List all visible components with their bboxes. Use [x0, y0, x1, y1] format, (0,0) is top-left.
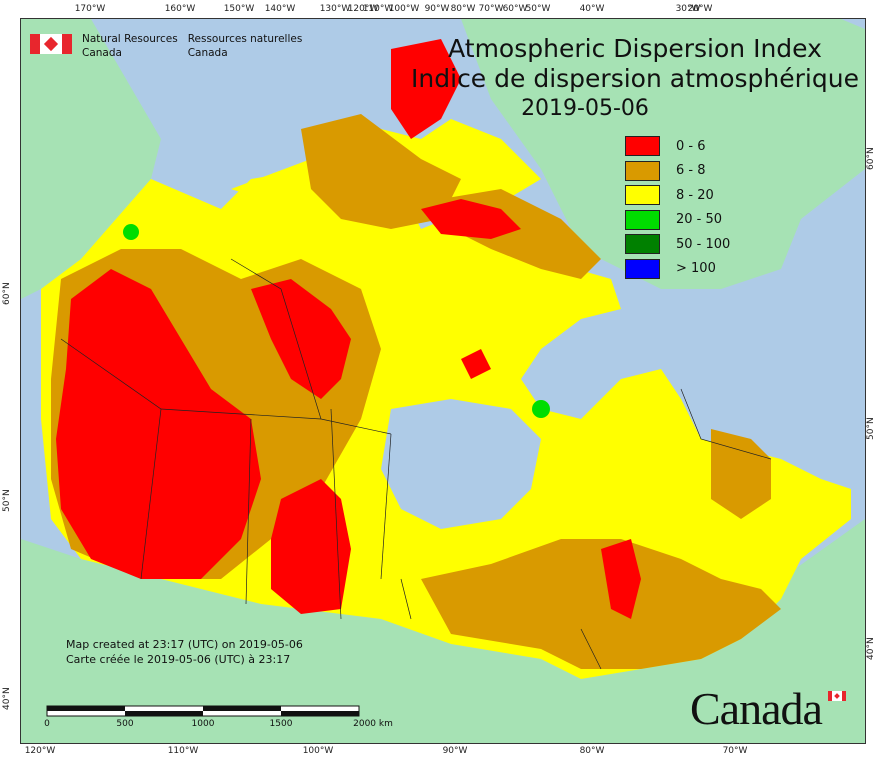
title-french: Indice de dispersion atmosphérique [411, 64, 859, 93]
longitude-label-top: 70°W [478, 4, 504, 14]
longitude-label-top: 110°W [362, 4, 394, 14]
longitude-label-top: 30°W [675, 4, 701, 14]
red-zone-quebec [601, 539, 641, 619]
orange-zone-labrador [711, 429, 771, 519]
legend-swatch [625, 136, 660, 157]
green-spot-ungava [532, 400, 550, 418]
longitude-label-bottom: 80°W [579, 746, 605, 756]
agency-name-en: Natural Resources Canada [82, 32, 178, 60]
scale-label: 500 [116, 719, 134, 729]
legend-row: 0 - 6 [625, 134, 730, 159]
hudson-bay [381, 399, 541, 529]
legend-row: 50 - 100 [625, 232, 730, 257]
red-zone-bc-ab [56, 269, 261, 579]
agency-fr-line2: Canada [187, 47, 228, 59]
longitude-label-top: 40°W [579, 4, 605, 14]
legend-label: 0 - 6 [676, 138, 706, 154]
scale-label: 1000 [191, 719, 215, 729]
alaska-landmass [21, 19, 161, 299]
agency-fr-line1: Ressources naturelles [187, 33, 303, 45]
longitude-label-top: 120°W [347, 4, 379, 14]
longitude-label-bottom: 100°W [302, 746, 334, 756]
canada-flag-icon [30, 34, 72, 54]
agency-en-line2: Canada [82, 47, 122, 59]
red-zone-manitoba [271, 479, 351, 614]
scale-bar-graphic [46, 705, 360, 717]
canada-wordmark: Canada [690, 683, 823, 734]
longitude-label-top: 130°W [319, 4, 351, 14]
red-zone-nwt [251, 279, 351, 399]
latitude-label-left: 50°N [2, 489, 12, 512]
scale-label: 2000 km [353, 719, 393, 729]
orange-zone-east [421, 539, 781, 669]
longitude-label-bottom: 110°W [167, 746, 199, 756]
red-zone-southampton [461, 349, 491, 379]
legend-label: > 100 [676, 261, 716, 277]
latitude-label-right: 40°N [866, 637, 876, 660]
scale-label: 1500 [269, 719, 293, 729]
legend-row: 20 - 50 [625, 208, 730, 233]
scale-bar: 0 500 1000 1500 2000 km [44, 704, 393, 734]
legend-swatch [625, 258, 660, 279]
legend: 0 - 6 6 - 8 8 - 20 20 - 50 50 - 100 > 100 [625, 134, 730, 281]
orange-zone-arctic [301, 114, 461, 229]
nrcan-logo: Natural Resources Canada Ressources natu… [30, 32, 302, 60]
greenland-landmass [461, 19, 865, 289]
longitude-label-top: 50°W [525, 4, 551, 14]
longitude-label-top: 150°W [223, 4, 255, 14]
map-area[interactable] [20, 18, 866, 744]
map-title: Atmospheric Dispersion Index Indice de d… [400, 34, 870, 124]
red-zone-devon [421, 199, 521, 239]
longitude-label-top: 140°W [264, 4, 296, 14]
legend-label: 6 - 8 [676, 163, 706, 179]
legend-label: 50 - 100 [676, 236, 731, 252]
province-borders [60, 258, 772, 670]
wordmark-flag-icon [828, 691, 846, 701]
scale-label: 0 [44, 719, 50, 729]
longitude-label-bottom: 90°W [442, 746, 468, 756]
longitude-label-bottom: 70°W [722, 746, 748, 756]
longitude-label-top: 80°W [450, 4, 476, 14]
title-date: 2019-05-06 [521, 96, 649, 121]
latitude-label-left: 40°N [2, 687, 12, 710]
red-zone-arctic-north [391, 39, 461, 139]
map-canvas[interactable] [21, 19, 865, 743]
latitude-label-left: 60°N [2, 282, 12, 305]
latitude-label-right: 60°N [866, 147, 876, 170]
legend-label: 20 - 50 [676, 212, 723, 228]
legend-row: > 100 [625, 257, 730, 282]
legend-label: 8 - 20 [676, 187, 714, 203]
longitude-label-top: 160°W [164, 4, 196, 14]
green-spot-yukon [123, 224, 139, 240]
longitude-label-top: 100°W [388, 4, 420, 14]
credit-french: Carte créée le 2019-05-06 (UTC) à 23:17 [66, 653, 291, 666]
latitude-label-right: 50°N [866, 417, 876, 440]
legend-swatch [625, 209, 660, 230]
agency-name-fr: Ressources naturelles Canada [188, 32, 303, 60]
longitude-label-bottom: 120°W [24, 746, 56, 756]
longitude-label-top: 170°W [74, 4, 106, 14]
legend-swatch [625, 234, 660, 255]
title-english: Atmospheric Dispersion Index [448, 34, 822, 63]
longitude-label-top: 20°W [687, 4, 713, 14]
credit-english: Map created at 23:17 (UTC) on 2019-05-06 [66, 638, 303, 651]
longitude-label-top: 60°W [502, 4, 528, 14]
agency-en-line1: Natural Resources [82, 33, 178, 45]
legend-swatch [625, 160, 660, 181]
legend-row: 8 - 20 [625, 183, 730, 208]
map-credit: Map created at 23:17 (UTC) on 2019-05-06… [66, 637, 303, 667]
longitude-label-top: 90°W [424, 4, 450, 14]
legend-swatch [625, 185, 660, 206]
usa-landmass [21, 519, 865, 743]
legend-row: 6 - 8 [625, 159, 730, 184]
